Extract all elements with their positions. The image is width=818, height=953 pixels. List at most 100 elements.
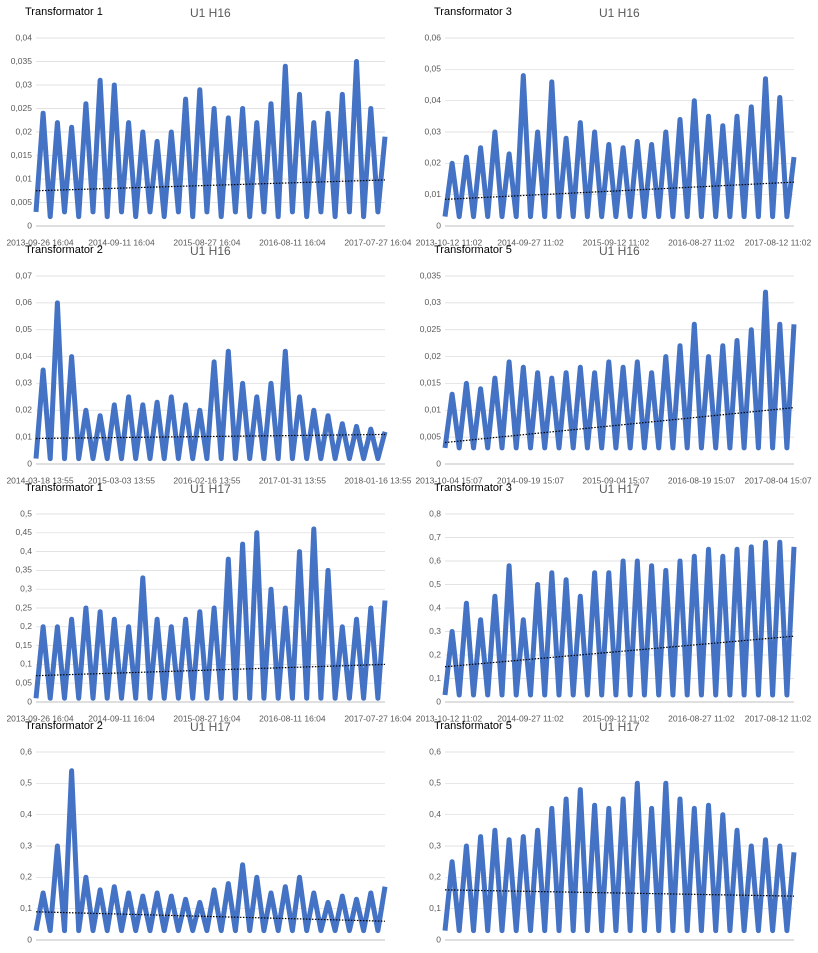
chart-title: Transformator 3 xyxy=(434,482,512,494)
y-tick-label: 0,6 xyxy=(429,746,441,756)
y-tick-label: 0,01 xyxy=(15,173,32,183)
x-tick-label: 2015-08-27 16:04 xyxy=(173,713,240,723)
y-tick-label: 0,1 xyxy=(20,903,32,913)
y-tick-label: 0,02 xyxy=(15,126,32,136)
y-tick-label: 0,06 xyxy=(15,297,32,307)
y-tick-label: 0,4 xyxy=(20,809,32,819)
x-tick-label: 2013-10-04 15:07 xyxy=(415,475,482,485)
chart-title: Transformator 5 xyxy=(434,720,512,732)
x-tick-label: 2016-08-11 16:04 xyxy=(259,713,326,723)
trend-line xyxy=(35,663,386,677)
x-tick-label: 2018-01-16 13:55 xyxy=(344,475,411,485)
y-tick-label: 0 xyxy=(436,696,441,706)
series-line xyxy=(33,59,388,220)
chart-subtitle: U1 H16 xyxy=(190,244,231,258)
y-tick-label: 0,07 xyxy=(15,270,32,280)
x-tick-label: 2017-08-04 15:07 xyxy=(744,475,811,485)
y-tick-label: 0,35 xyxy=(15,565,32,575)
y-tick-label: 0,04 xyxy=(15,32,32,42)
series-line xyxy=(442,289,797,451)
trend-line xyxy=(444,181,795,200)
y-tick-label: 0,015 xyxy=(420,378,442,388)
chart-title: Transformator 3 xyxy=(434,6,512,18)
y-tick-label: 0 xyxy=(27,696,32,706)
x-tick-label: 2013-10-12 11:02 xyxy=(416,237,483,247)
x-tick-label: 2014-09-19 15:07 xyxy=(497,475,564,485)
y-tick-label: 0,03 xyxy=(424,297,441,307)
y-tick-label: 0,3 xyxy=(429,840,441,850)
y-tick-label: 0 xyxy=(27,934,32,944)
series-line xyxy=(33,768,388,934)
x-tick-label: 2016-08-19 15:07 xyxy=(668,475,735,485)
y-tick-label: 0,1 xyxy=(20,659,32,669)
y-tick-label: 0,025 xyxy=(420,324,442,334)
y-tick-label: 0,035 xyxy=(11,56,33,66)
x-tick-label: 2013-09-26 16:04 xyxy=(6,237,73,247)
y-tick-label: 0,6 xyxy=(429,555,441,565)
x-tick-label: 2015-09-04 15:07 xyxy=(582,951,649,953)
y-tick-label: 0,5 xyxy=(429,778,441,788)
y-tick-label: 0,3 xyxy=(429,626,441,636)
x-tick-label: 2017-07-27 16:04 xyxy=(344,237,411,247)
x-tick-label: 2017-01-31 13:55 xyxy=(259,475,326,485)
y-tick-label: 0,4 xyxy=(429,809,441,819)
y-tick-label: 0,45 xyxy=(15,527,32,537)
series-line xyxy=(442,780,797,934)
chart-subtitle: U1 H17 xyxy=(599,720,640,734)
y-tick-label: 0 xyxy=(27,220,32,230)
y-tick-label: 0,035 xyxy=(420,270,442,280)
x-tick-label: 2013-10-04 15:07 xyxy=(415,951,482,953)
y-tick-label: 0,03 xyxy=(15,79,32,89)
chart-subtitle: U1 H17 xyxy=(599,482,640,496)
chart-subtitle: U1 H16 xyxy=(190,6,231,20)
trend-line xyxy=(35,179,386,192)
x-tick-label: 2015-09-04 15:07 xyxy=(582,475,649,485)
x-tick-label: 2017-08-12 11:02 xyxy=(745,713,812,723)
series-line xyxy=(442,539,797,698)
x-tick-label: 2014-03-18 13:55 xyxy=(6,951,73,953)
y-tick-label: 0,2 xyxy=(429,872,441,882)
y-tick-label: 0,04 xyxy=(424,95,441,105)
y-tick-label: 0,005 xyxy=(11,197,33,207)
y-tick-label: 0 xyxy=(436,458,441,468)
x-tick-label: 2016-08-27 11:02 xyxy=(668,713,735,723)
y-tick-label: 0,01 xyxy=(15,431,32,441)
trend-line xyxy=(444,407,795,444)
y-tick-label: 0,02 xyxy=(424,158,441,168)
chart-subtitle: U1 H17 xyxy=(190,482,231,496)
chart-subtitle: U1 H16 xyxy=(599,6,640,20)
y-tick-label: 0,04 xyxy=(15,351,32,361)
y-tick-label: 0,005 xyxy=(420,431,442,441)
x-tick-label: 2017-01-31 13:55 xyxy=(259,951,326,953)
y-tick-label: 0,3 xyxy=(20,840,32,850)
y-tick-label: 0 xyxy=(436,934,441,944)
x-tick-label: 2016-08-11 16:04 xyxy=(259,237,326,247)
x-tick-label: 2016-02-16 13:55 xyxy=(173,475,240,485)
x-tick-label: 2017-07-27 16:04 xyxy=(344,713,411,723)
x-tick-label: 2016-08-19 15:07 xyxy=(668,951,735,953)
chart-subtitle: U1 H17 xyxy=(190,720,231,734)
trend-line xyxy=(35,911,386,922)
x-tick-label: 2014-09-11 16:04 xyxy=(88,713,155,723)
chart-title: Transformator 1 xyxy=(25,6,103,18)
y-tick-label: 0,1 xyxy=(429,903,441,913)
series-line xyxy=(33,526,388,701)
y-tick-label: 0,03 xyxy=(15,378,32,388)
series-line xyxy=(442,73,797,220)
series-line xyxy=(33,300,388,462)
x-tick-label: 2013-10-12 11:02 xyxy=(416,713,483,723)
trend-line xyxy=(444,889,795,897)
x-tick-label: 2014-03-18 13:55 xyxy=(6,475,73,485)
x-tick-label: 2014-09-19 15:07 xyxy=(497,951,564,953)
y-tick-label: 0,025 xyxy=(11,103,33,113)
x-tick-label: 2015-09-12 11:02 xyxy=(583,237,650,247)
x-tick-label: 2013-09-26 16:04 xyxy=(6,713,73,723)
x-tick-label: 2014-09-27 11:02 xyxy=(497,713,564,723)
chart-title: Transformator 1 xyxy=(25,482,103,494)
x-tick-label: 2015-03-03 13:55 xyxy=(88,951,155,953)
y-tick-label: 0,01 xyxy=(424,189,441,199)
x-tick-label: 2015-03-03 13:55 xyxy=(88,475,155,485)
y-tick-label: 0,8 xyxy=(429,508,441,518)
x-tick-label: 2016-08-27 11:02 xyxy=(668,237,735,247)
x-tick-label: 2014-09-27 11:02 xyxy=(497,237,564,247)
